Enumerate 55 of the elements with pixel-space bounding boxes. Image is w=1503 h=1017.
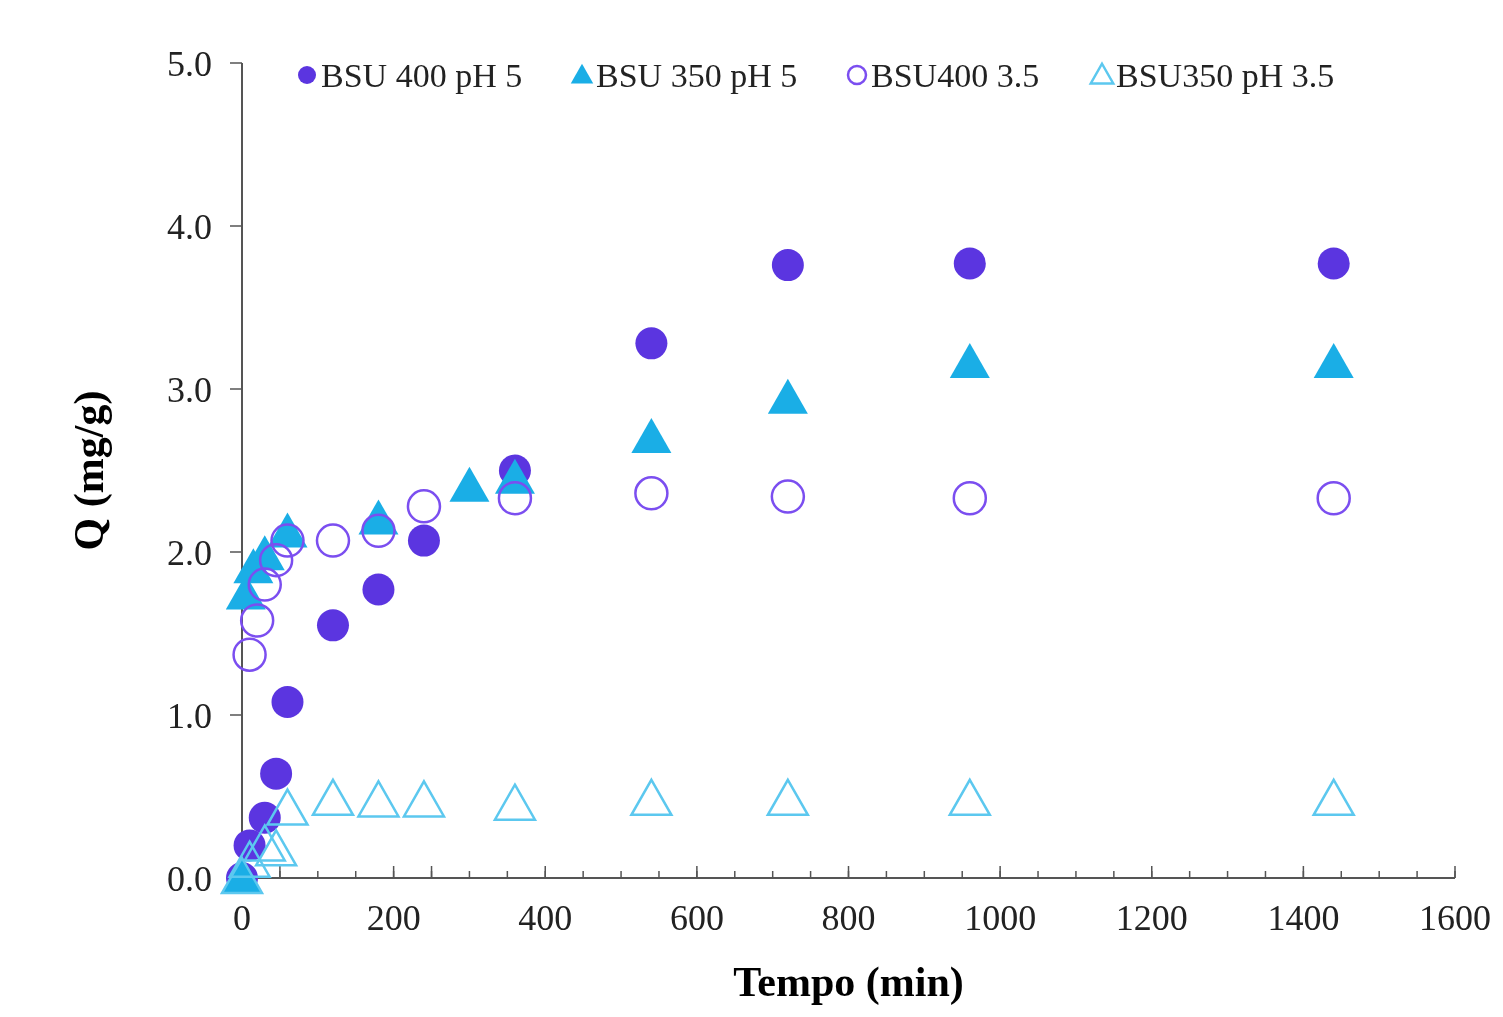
point xyxy=(493,783,537,821)
x-tick-label: 400 xyxy=(518,898,573,938)
legend-label: BSU400 3.5 xyxy=(871,56,1040,94)
x-tick-label: 800 xyxy=(821,898,876,938)
point xyxy=(402,780,446,818)
point xyxy=(260,757,293,790)
point xyxy=(270,523,305,558)
point xyxy=(361,513,396,549)
point xyxy=(953,247,986,280)
point xyxy=(316,609,349,642)
point xyxy=(228,840,271,878)
point xyxy=(406,489,442,524)
x-tick-label: 600 xyxy=(669,898,724,938)
x-tick-label: 1200 xyxy=(1115,898,1188,938)
point xyxy=(948,778,992,817)
y-tick-label: 1.0 xyxy=(167,695,212,736)
point xyxy=(266,788,309,826)
point xyxy=(271,685,304,718)
point xyxy=(770,479,806,514)
x-axis-title: Tempo (min) xyxy=(733,959,964,1006)
point xyxy=(362,573,395,606)
x-tick-label: 0 xyxy=(233,898,251,938)
y-tick-label: 2.0 xyxy=(167,532,212,573)
point xyxy=(771,249,804,282)
y-tick-label: 0.0 xyxy=(167,858,212,899)
point xyxy=(766,778,810,817)
point xyxy=(630,778,673,817)
point xyxy=(357,780,400,818)
point xyxy=(634,476,669,511)
point xyxy=(258,542,294,578)
y-tick-label: 5.0 xyxy=(167,43,212,84)
y-tick-label: 3.0 xyxy=(167,369,212,410)
point xyxy=(407,524,440,557)
y-tick-label: 4.0 xyxy=(167,206,212,247)
legend-label: BSU 350 pH 5 xyxy=(596,56,798,94)
point xyxy=(254,829,298,867)
x-tick-label: 1000 xyxy=(964,898,1037,938)
point xyxy=(311,778,355,817)
point xyxy=(247,567,282,602)
point xyxy=(315,523,351,558)
x-tick-label: 1600 xyxy=(1419,898,1491,938)
x-tick-label: 1400 xyxy=(1267,898,1340,938)
point xyxy=(232,637,267,672)
legend-label: BSU350 pH 3.5 xyxy=(1116,56,1335,94)
x-tick-label: 200 xyxy=(366,898,421,938)
point xyxy=(1312,778,1355,817)
y-axis-title: Q (mg/g) xyxy=(66,390,113,551)
point xyxy=(1317,247,1350,280)
legend-label: BSU 400 pH 5 xyxy=(321,56,523,94)
point xyxy=(635,327,668,360)
point xyxy=(1316,480,1351,516)
point xyxy=(497,480,533,516)
point xyxy=(952,480,988,516)
point xyxy=(239,603,275,638)
point xyxy=(243,824,286,862)
